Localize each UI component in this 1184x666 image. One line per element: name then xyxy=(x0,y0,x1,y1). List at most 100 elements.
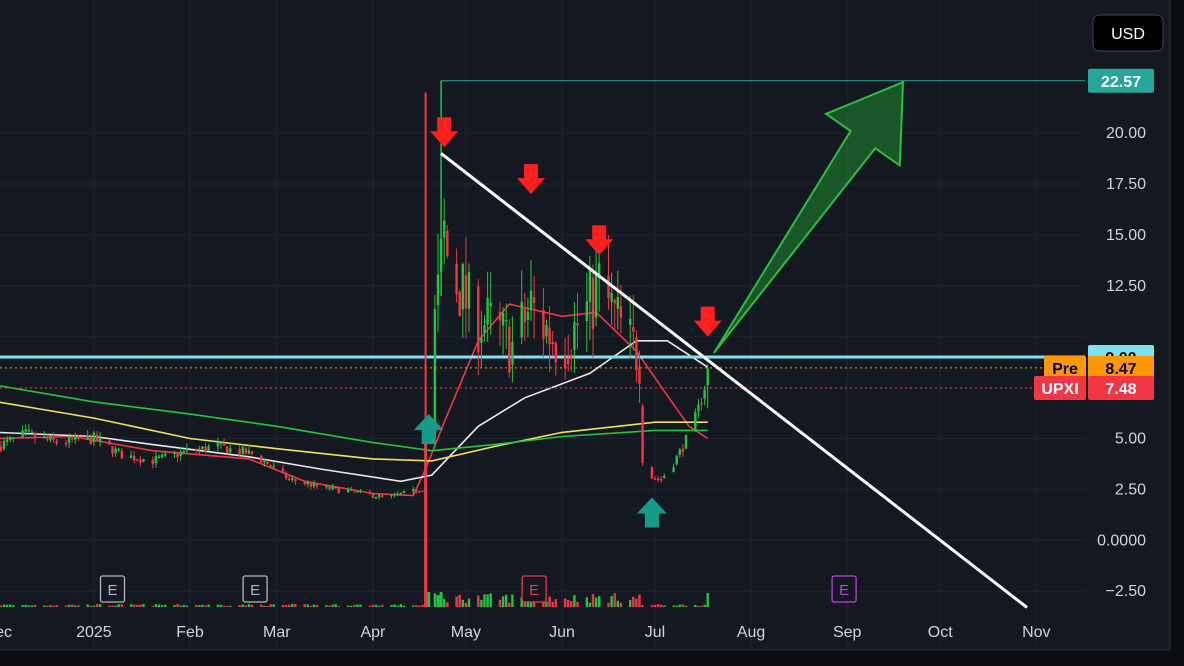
volume-bar xyxy=(610,596,613,607)
date-tick-label: Sep xyxy=(833,624,862,641)
candle-body xyxy=(563,356,567,369)
candle-body xyxy=(294,479,297,482)
volume-bar xyxy=(598,596,601,607)
volume-bar xyxy=(399,604,402,607)
candle-body xyxy=(136,459,139,462)
candle-body xyxy=(374,497,378,499)
candle-body xyxy=(607,275,610,298)
candle-body xyxy=(337,487,340,493)
volume-bar xyxy=(5,604,9,607)
candle-body xyxy=(250,451,254,455)
candle-body xyxy=(328,486,331,490)
volume-bar xyxy=(117,604,120,607)
candle-body xyxy=(77,436,80,440)
candle-body xyxy=(551,342,554,344)
currency-button-label[interactable]: USD xyxy=(1111,26,1145,43)
volume-bar xyxy=(120,604,123,607)
candle-body xyxy=(179,451,182,457)
volume-bar xyxy=(635,598,638,607)
volume-bar xyxy=(151,605,154,607)
date-tick-label: Dec xyxy=(0,624,12,641)
volume-bar xyxy=(325,605,328,607)
volume-bar xyxy=(554,599,557,607)
volume-bar xyxy=(263,605,266,607)
price-tick-label: 12.50 xyxy=(1106,278,1146,295)
price-tick-label: 20.00 xyxy=(1106,125,1146,142)
price-tick-label: −2.50 xyxy=(1106,583,1147,600)
candle-body xyxy=(436,274,440,306)
volume-bar xyxy=(0,605,3,607)
volume-bar xyxy=(418,605,421,607)
earnings-marker-label: E xyxy=(107,582,117,599)
candle-body xyxy=(675,455,678,465)
volume-bar xyxy=(294,604,297,607)
candle-body xyxy=(24,429,27,432)
volume-bar xyxy=(396,605,399,607)
candle-body xyxy=(334,487,337,489)
volume-bar xyxy=(681,604,685,607)
candle-body xyxy=(396,493,399,496)
volume-bar xyxy=(111,605,114,607)
volume-bar xyxy=(529,600,533,607)
candle-body xyxy=(0,446,3,451)
volume-bar xyxy=(266,605,269,607)
volume-bar xyxy=(672,605,675,607)
candle-body xyxy=(5,439,9,442)
volume-bar xyxy=(312,604,316,607)
candle-body xyxy=(545,325,548,337)
candle-body xyxy=(9,437,12,441)
volume-bar xyxy=(95,604,99,607)
date-tick-label: Apr xyxy=(360,624,386,641)
volume-bar xyxy=(446,602,449,607)
volume-bar xyxy=(458,594,461,607)
volume-spike xyxy=(439,592,443,607)
currency-button[interactable]: USD xyxy=(1092,14,1164,52)
volume-bar xyxy=(374,604,378,607)
candle-body xyxy=(74,435,77,440)
volume-bar xyxy=(359,604,362,607)
volume-bar xyxy=(241,604,244,607)
volume-bar xyxy=(350,605,353,607)
candle-body xyxy=(480,338,483,343)
candle-body xyxy=(402,490,406,494)
candle-body xyxy=(151,459,154,465)
candle-body xyxy=(164,453,167,456)
candle-body xyxy=(247,450,251,454)
candle-body xyxy=(92,432,96,443)
candle-body xyxy=(433,309,437,439)
candle-body xyxy=(195,449,198,451)
volume-bar xyxy=(486,594,489,607)
date-tick-label: Feb xyxy=(176,624,204,641)
candle-body xyxy=(204,446,207,452)
volume-bar xyxy=(576,601,579,607)
candle-body xyxy=(393,493,396,496)
volume-bar xyxy=(331,604,334,607)
volume-bar xyxy=(207,604,210,607)
candle-body xyxy=(309,483,313,487)
candle-body xyxy=(46,437,49,440)
candle-body xyxy=(260,455,263,463)
candle-body xyxy=(446,230,449,256)
volume-bar xyxy=(489,593,492,607)
candle-body xyxy=(120,450,123,459)
trendline xyxy=(440,152,1028,609)
volume-bar xyxy=(154,604,158,607)
volume-bar xyxy=(381,604,384,607)
volume-bar xyxy=(433,593,437,607)
volume-bar xyxy=(238,605,241,607)
volume-bar xyxy=(2,604,6,607)
volume-bar xyxy=(650,605,654,607)
candle-body xyxy=(508,326,511,373)
candle-body xyxy=(64,443,68,445)
volume-bar xyxy=(30,605,34,607)
candle-body xyxy=(678,449,681,455)
date-tick-label: May xyxy=(451,624,481,641)
volume-bar xyxy=(74,605,77,607)
volume-bar xyxy=(501,596,505,607)
candle-body xyxy=(498,312,502,321)
candle-body xyxy=(216,443,220,447)
candle-body xyxy=(511,342,514,365)
volume-bar xyxy=(585,597,588,607)
volume-bar xyxy=(567,599,570,607)
